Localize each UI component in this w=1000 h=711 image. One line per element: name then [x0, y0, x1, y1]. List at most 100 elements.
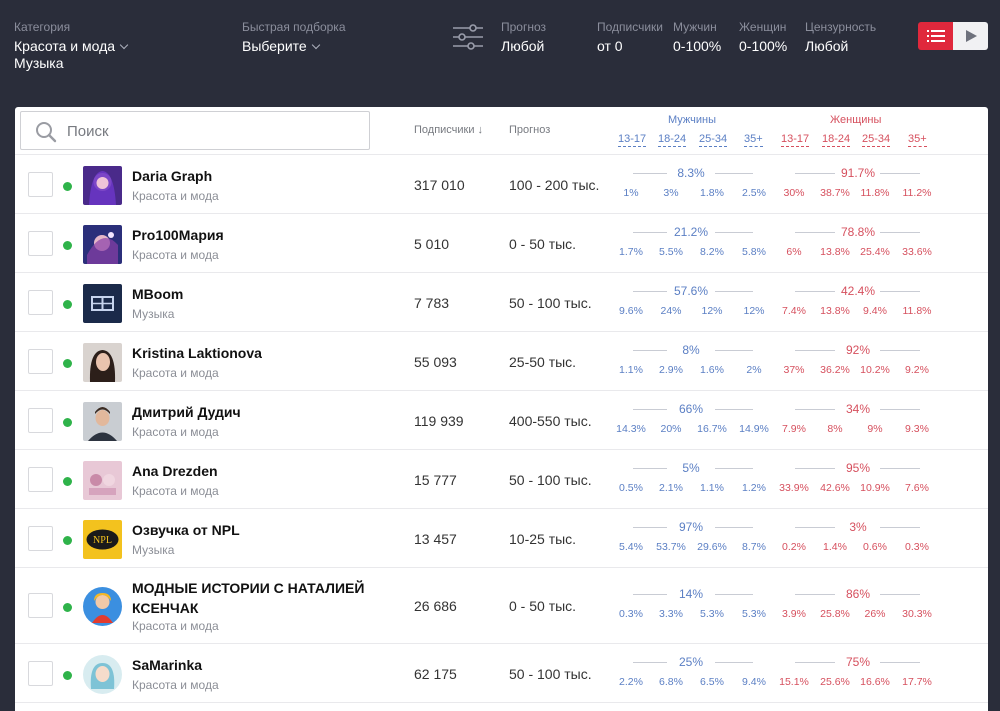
- list-view-button[interactable]: [918, 22, 953, 50]
- avatar-image: [83, 283, 122, 323]
- avatar[interactable]: [83, 342, 122, 382]
- blogger-name[interactable]: MBoom: [132, 285, 184, 302]
- row-checkbox[interactable]: [28, 171, 53, 197]
- chevron-down-icon: [119, 40, 129, 50]
- online-status-dot: [63, 181, 72, 191]
- blogger-name[interactable]: МОДНЫЕ ИСТОРИИ С НАТАЛИЕЙ КСЕНЧАК: [132, 580, 365, 616]
- subscribers-count: 55 093: [414, 353, 457, 370]
- women-total: 34%: [845, 401, 871, 416]
- women-total-line-right: [880, 594, 920, 595]
- men-total-line-left: [633, 661, 667, 663]
- table-row[interactable]: MBoom Музыка 7 783 50 - 100 тыс. 57.6% 42.4% 9…: [15, 273, 988, 332]
- men-age-13-17[interactable]: 13-17: [618, 133, 647, 147]
- row-checkbox[interactable]: [28, 660, 53, 686]
- table-row[interactable]: SaMarinka Красота и мода 62 175 50 - 100 ты…: [15, 644, 988, 703]
- blogger-name[interactable]: SaMarinka: [132, 656, 203, 673]
- filter-category[interactable]: Категория Красота и мода Музыка: [14, 20, 129, 72]
- men-age-percent: 9.6%: [619, 304, 643, 317]
- row-checkbox[interactable]: [28, 407, 53, 433]
- search-box[interactable]: [20, 111, 370, 150]
- women-age-35plus[interactable]: 35+: [908, 133, 927, 147]
- filter-category-value[interactable]: Красота и мода: [14, 38, 129, 55]
- filter-quick-value[interactable]: Выберите: [242, 38, 346, 55]
- men-total-line-right: [715, 349, 753, 351]
- women-age-percent: 16.6%: [860, 675, 890, 688]
- women-total-line-left: [795, 594, 835, 595]
- subscribers-count: 317 010: [414, 176, 465, 193]
- filter-subscribers-value[interactable]: от 0: [597, 38, 623, 54]
- men-age-percent: 12%: [743, 304, 765, 317]
- row-checkbox[interactable]: [28, 525, 53, 551]
- blogger-name[interactable]: Kristina Laktionova: [132, 344, 262, 361]
- avatar[interactable]: NPL: [83, 519, 122, 559]
- avatar[interactable]: [83, 401, 122, 441]
- table-row[interactable]: МОДНЫЕ ИСТОРИИ С НАТАЛИЕЙ КСЕНЧАК Красота…: [15, 568, 988, 644]
- men-total: 25%: [678, 654, 704, 669]
- blogger-name[interactable]: Дмитрий Дудич: [132, 403, 241, 420]
- men-total: 66%: [678, 401, 704, 416]
- men-total: 97%: [678, 519, 704, 534]
- avatar[interactable]: [83, 224, 122, 264]
- blogger-name[interactable]: Озвучка от NPL: [132, 521, 240, 538]
- women-age-18-24[interactable]: 18-24: [822, 133, 851, 147]
- filter-subscribers[interactable]: Подписчики от 0: [597, 20, 663, 55]
- filter-censorship[interactable]: Цензурность Любой: [805, 20, 876, 55]
- search-input[interactable]: [67, 121, 357, 141]
- column-forecast[interactable]: Прогноз: [509, 124, 551, 136]
- table-row[interactable]: Pro100Мария Красота и мода 5 010 0 - 50 тыс…: [15, 214, 988, 273]
- women-total-line-left: [795, 661, 835, 663]
- avatar[interactable]: [83, 165, 122, 205]
- men-age-25-34[interactable]: 25-34: [699, 133, 728, 147]
- blogger-category: Музыка: [132, 306, 175, 321]
- men-age-percent: 1%: [623, 186, 639, 199]
- filter-quick-label: Быстрая подборка: [242, 20, 346, 34]
- row-checkbox[interactable]: [28, 230, 53, 256]
- men-age-percent: 0.5%: [619, 481, 643, 494]
- men-age-18-24[interactable]: 18-24: [658, 133, 687, 147]
- women-total-line-left: [795, 526, 835, 528]
- video-view-button[interactable]: [953, 22, 988, 50]
- filter-quick[interactable]: Быстрая подборка Выберите: [242, 20, 346, 55]
- table-row[interactable]: Дмитрий Дудич Красота и мода 119 939 400-55…: [15, 391, 988, 450]
- filter-forecast-label: Прогноз: [501, 20, 547, 34]
- filter-forecast-value[interactable]: Любой: [501, 38, 545, 54]
- women-age-percent: 25.8%: [820, 608, 850, 620]
- blogger-name[interactable]: Ana Drezden: [132, 462, 218, 479]
- filter-censorship-value[interactable]: Любой: [805, 38, 849, 54]
- filter-women[interactable]: Женщин 0-100%: [739, 20, 787, 55]
- row-checkbox[interactable]: [28, 289, 53, 315]
- avatar[interactable]: [83, 654, 122, 694]
- table-row[interactable]: Daria Graph Красота и мода 317 010 100 - 20…: [15, 155, 988, 214]
- filter-forecast[interactable]: Прогноз Любой: [501, 20, 546, 55]
- blogger-name[interactable]: Daria Graph: [132, 167, 213, 184]
- online-status-dot: [63, 299, 72, 309]
- row-checkbox[interactable]: [28, 466, 53, 492]
- avatar[interactable]: [83, 460, 122, 500]
- avatar[interactable]: [83, 283, 122, 323]
- women-age-13-17[interactable]: 13-17: [781, 133, 810, 147]
- filter-women-value[interactable]: 0-100%: [739, 38, 788, 54]
- filter-men[interactable]: Мужчин 0-100%: [673, 20, 721, 55]
- women-age-25-34[interactable]: 25-34: [862, 133, 891, 147]
- women-age-percent: 25.6%: [820, 675, 850, 688]
- avatar-image: [83, 654, 122, 694]
- men-age-35plus[interactable]: 35+: [744, 133, 763, 147]
- avatar[interactable]: [83, 587, 122, 626]
- women-age-percent: 11.8%: [860, 186, 890, 199]
- women-total: 75%: [845, 654, 871, 669]
- row-checkbox[interactable]: [28, 593, 53, 618]
- sliders-icon[interactable]: [452, 22, 484, 52]
- table-row[interactable]: NPL Озвучка от NPL Музыка 13 457 10-25 тыс. 9…: [15, 509, 988, 568]
- women-total-line-left: [795, 290, 835, 292]
- table-row[interactable]: Ana Drezden Красота и мода 15 777 50 - 100 …: [15, 450, 988, 509]
- table-row[interactable]: Kristina Laktionova Красота и мода 55 093 2…: [15, 332, 988, 391]
- filter-men-value[interactable]: 0-100%: [673, 38, 722, 54]
- women-age-percent: 0.2%: [782, 540, 806, 553]
- blogger-name[interactable]: Pro100Мария: [132, 226, 224, 243]
- women-age-percent: 38.7%: [820, 186, 850, 199]
- women-age-percent: 36.2%: [820, 363, 850, 376]
- row-checkbox[interactable]: [28, 348, 53, 374]
- online-status-dot: [63, 535, 72, 545]
- column-subscribers[interactable]: Подписчики ↓: [414, 124, 483, 136]
- men-total-line-right: [715, 231, 753, 233]
